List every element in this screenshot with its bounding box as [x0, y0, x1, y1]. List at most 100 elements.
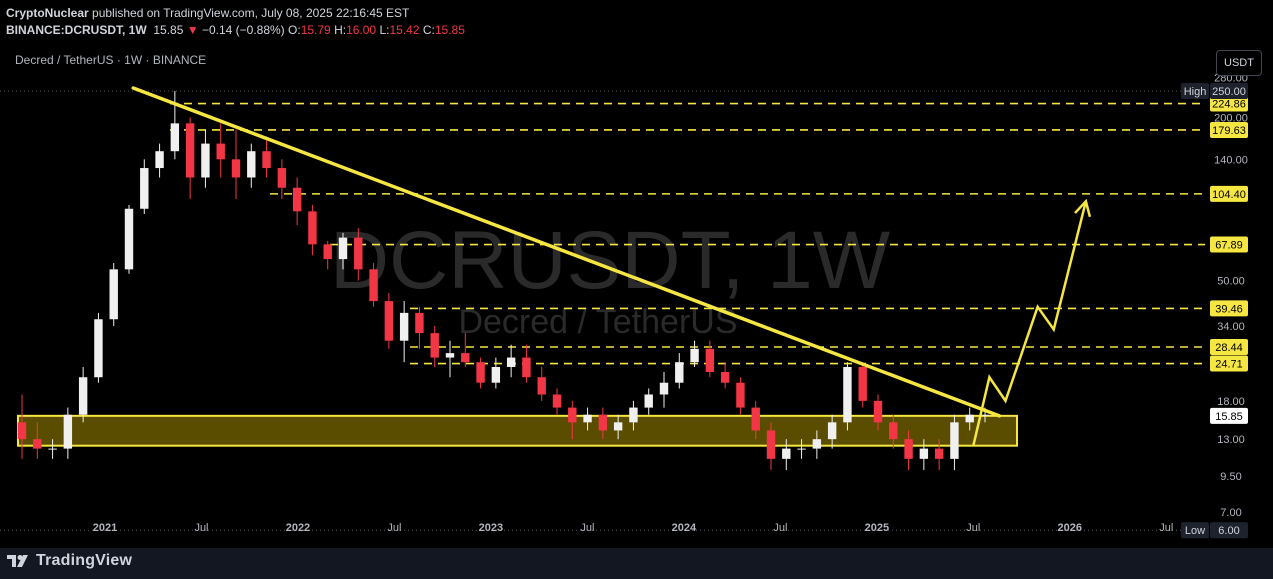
candle-body	[323, 244, 332, 260]
candle-body	[506, 357, 516, 367]
currency-button[interactable]: USDT	[1216, 50, 1262, 76]
open-value: 15.79	[300, 23, 331, 37]
candle-body	[904, 439, 913, 459]
level-label: 224.86	[1212, 99, 1246, 111]
time-tick-label: 2024	[672, 522, 697, 534]
candle-body	[415, 312, 424, 334]
level-label: 39.46	[1215, 303, 1243, 315]
candle-body	[308, 211, 317, 245]
candle-body	[705, 348, 715, 372]
candle-body	[675, 362, 684, 383]
candle-body	[369, 269, 378, 302]
symbol-label: BINANCE:DCRUSDT, 1W	[6, 23, 147, 37]
projection-arrow	[972, 201, 1088, 446]
candle-body	[155, 151, 164, 169]
candle-body	[461, 353, 470, 363]
candle-body	[201, 143, 210, 178]
tradingview-logo[interactable]: TradingView	[6, 552, 132, 570]
high-value: 16.00	[346, 23, 377, 37]
projection-arrowhead	[1074, 198, 1092, 218]
candle-body	[629, 407, 638, 423]
candle-body	[384, 301, 394, 341]
tradingview-icon	[7, 555, 28, 567]
close-label: C:	[422, 23, 435, 37]
candle-body	[812, 439, 822, 449]
candles	[17, 91, 990, 471]
candle-body	[889, 422, 898, 440]
candle-body	[598, 414, 608, 431]
time-tick-label: Jul	[194, 522, 208, 534]
candle-body	[782, 448, 791, 459]
resistance-levels	[0, 90, 1205, 531]
low-label: L:	[379, 23, 390, 37]
chart-subtitle: Decred / TetherUS · 1W · BINANCE	[15, 53, 207, 67]
candle-body	[644, 394, 653, 408]
candle-body	[934, 448, 944, 459]
close-value: 15.85	[434, 23, 465, 37]
candle-body	[399, 312, 409, 341]
candle-body	[140, 168, 149, 209]
candle-body	[858, 366, 867, 401]
watermark-name: Decred / TetherUS	[458, 303, 737, 341]
level-label-tag	[1210, 185, 1248, 202]
candle-body	[751, 407, 760, 431]
time-tick-label: Jul	[580, 522, 594, 534]
projection-path	[972, 198, 1092, 446]
candle-body	[109, 269, 118, 320]
candle-body	[537, 377, 546, 395]
time-axis: 2021 Jul 2022 Jul 2023 Jul 2024 Jul 2025 Jul 2026 J…	[93, 522, 1174, 534]
level-label: 28.44	[1215, 342, 1243, 354]
level-label-tag	[1210, 236, 1248, 253]
candle-body	[292, 187, 302, 212]
candle-body	[94, 319, 103, 378]
change-arrow-icon: ▼	[186, 23, 199, 37]
candle-body	[445, 353, 455, 358]
candle-body	[231, 159, 241, 178]
time-tick-label: 2025	[865, 522, 889, 534]
price-tick-label: 18.00	[1217, 396, 1245, 408]
high-value: 250.00	[1212, 86, 1246, 98]
support-zone-box	[17, 414, 1018, 447]
candle-body	[980, 414, 990, 416]
candle-body	[827, 422, 837, 440]
candle-body	[797, 448, 806, 450]
candle-body	[522, 357, 531, 378]
high-caption: High	[1184, 86, 1207, 98]
candle-body	[17, 422, 27, 440]
time-tick-label: 2026	[1058, 522, 1082, 534]
publish-info: CryptoNuclear published on TradingView.c…	[6, 6, 409, 20]
level-label-tag	[1210, 95, 1248, 112]
price-tick-label: 34.00	[1217, 321, 1245, 333]
publisher-name: CryptoNuclear	[6, 6, 89, 20]
price-tick-label: 9.50	[1220, 471, 1241, 483]
level-label: 24.71	[1215, 359, 1243, 371]
chart-area[interactable]: DCRUSDT, 1W Decred / TetherUS 280.00 200.…	[0, 43, 1273, 551]
price-tick-label: 140.00	[1214, 154, 1248, 166]
candle-body	[950, 422, 959, 459]
low-caption-bg	[1181, 522, 1209, 539]
change-value: −0.14 (−0.88%)	[201, 23, 285, 37]
time-tick-label: Jul	[773, 522, 787, 534]
time-tick-label: 2023	[479, 522, 503, 534]
candle-body	[430, 333, 439, 358]
watermark-symbol: DCRUSDT, 1W	[330, 215, 891, 306]
candle-body	[247, 151, 256, 178]
price-chart[interactable]: DCRUSDT, 1W Decred / TetherUS 280.00200.…	[0, 43, 1273, 551]
candle-body	[124, 208, 134, 270]
candle-body	[338, 237, 348, 260]
price-tick-label: 50.00	[1217, 276, 1245, 288]
level-label: 179.63	[1212, 125, 1246, 137]
last-price: 15.85	[153, 23, 184, 37]
time-tick-label: Jul	[387, 522, 401, 534]
candle-body	[568, 407, 577, 423]
level-label-tag	[1210, 338, 1248, 355]
candle-body	[690, 348, 699, 363]
candle-body	[736, 382, 745, 408]
high-label: H:	[334, 23, 347, 37]
trendline	[131, 86, 1002, 418]
candle-body	[873, 400, 883, 423]
candle-body	[63, 414, 73, 449]
low-value-bg	[1210, 522, 1248, 539]
price-tick-label: 200.00	[1214, 112, 1248, 124]
time-tick-label: 2022	[286, 522, 310, 534]
